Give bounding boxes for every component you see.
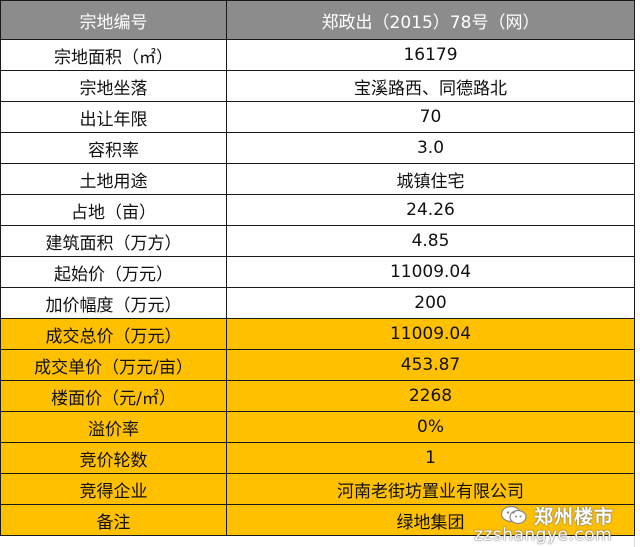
watermark-url: zzshangye.com	[474, 525, 613, 545]
row-label: 溢价率	[0, 411, 227, 443]
row-label: 备注	[0, 504, 227, 536]
row-label: 土地用途	[0, 163, 227, 195]
table-row-highlighted: 竞得企业 河南老街坊置业有限公司	[0, 473, 635, 505]
table-row-highlighted: 溢价率 0%	[0, 411, 635, 443]
row-label: 竞得企业	[0, 473, 227, 505]
row-value: 24.26	[226, 194, 635, 226]
table-row-highlighted: 楼面价（元/㎡） 2268	[0, 380, 635, 412]
row-label: 成交单价（万元/亩）	[0, 349, 227, 381]
row-label: 楼面价（元/㎡）	[0, 380, 227, 412]
row-label: 成交总价（万元）	[0, 318, 227, 350]
row-value: 11009.04	[226, 256, 635, 288]
table-row: 起始价（万元） 11009.04	[0, 256, 635, 288]
table-row: 加价幅度（万元） 200	[0, 287, 635, 319]
table-row-highlighted: 成交总价（万元） 11009.04	[0, 318, 635, 350]
watermark: 郑州楼市 zzshangye.com	[470, 498, 638, 547]
row-value: 4.85	[226, 225, 635, 257]
row-label: 宗地面积（㎡）	[0, 39, 227, 71]
row-value: 1	[226, 442, 635, 474]
row-label: 容积率	[0, 132, 227, 164]
row-label: 加价幅度（万元）	[0, 287, 227, 319]
row-value: 16179	[226, 39, 635, 71]
header-value: 郑政出（2015）78号（网）	[226, 0, 635, 40]
table-row-highlighted: 备注 绿地集团	[0, 504, 635, 536]
row-label: 起始价（万元）	[0, 256, 227, 288]
row-value: 11009.04	[226, 318, 635, 350]
table-row: 宗地面积（㎡） 16179	[0, 39, 635, 71]
table-header-row: 宗地编号 郑政出（2015）78号（网）	[0, 0, 635, 40]
wechat-icon	[500, 505, 527, 525]
table-row: 容积率 3.0	[0, 132, 635, 164]
row-label: 宗地坐落	[0, 70, 227, 102]
row-value: 0%	[226, 411, 635, 443]
row-value: 3.0	[226, 132, 635, 164]
row-value: 453.87	[226, 349, 635, 381]
row-value: 绿地集团	[226, 504, 635, 536]
land-info-table: 宗地编号 郑政出（2015）78号（网） 宗地面积（㎡） 16179 宗地坐落 …	[0, 0, 635, 536]
row-label: 出让年限	[0, 101, 227, 133]
table-row: 出让年限 70	[0, 101, 635, 133]
table-row-highlighted: 成交单价（万元/亩） 453.87	[0, 349, 635, 381]
table-row: 占地（亩） 24.26	[0, 194, 635, 226]
header-label: 宗地编号	[0, 0, 227, 40]
table-row-highlighted: 竞价轮数 1	[0, 442, 635, 474]
row-label: 竞价轮数	[0, 442, 227, 474]
row-value: 城镇住宅	[226, 163, 635, 195]
row-value: 河南老街坊置业有限公司	[226, 473, 635, 505]
table-row: 建筑面积（万方） 4.85	[0, 225, 635, 257]
table-row: 宗地坐落 宝溪路西、同德路北	[0, 70, 635, 102]
row-value: 2268	[226, 380, 635, 412]
row-value: 200	[226, 287, 635, 319]
watermark-title: 郑州楼市	[534, 506, 615, 528]
row-value: 70	[226, 101, 635, 133]
row-label: 建筑面积（万方）	[0, 225, 227, 257]
row-label: 占地（亩）	[0, 194, 227, 226]
table-row: 土地用途 城镇住宅	[0, 163, 635, 195]
row-value: 宝溪路西、同德路北	[226, 70, 635, 102]
